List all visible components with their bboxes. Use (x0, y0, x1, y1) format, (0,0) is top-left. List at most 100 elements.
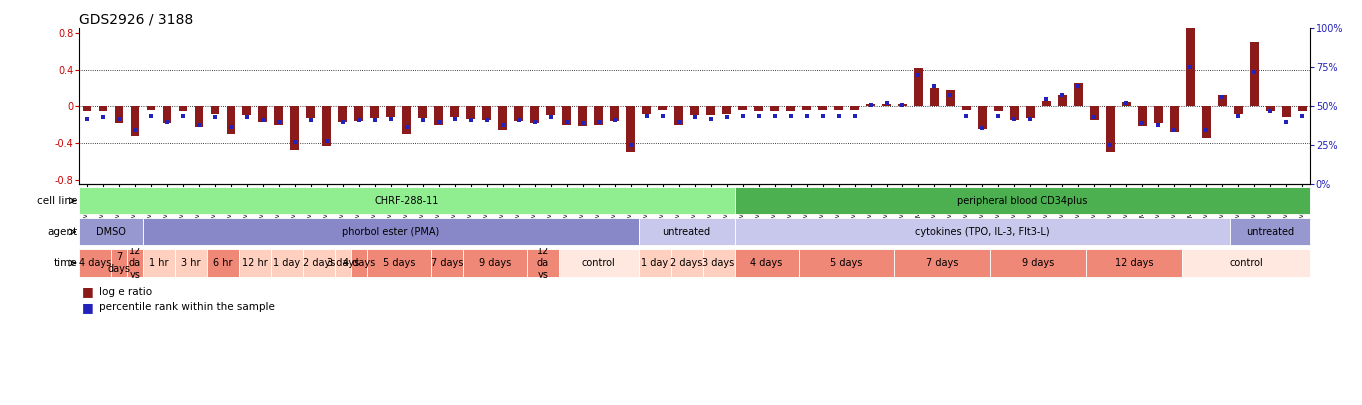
Bar (579, 107, 587, 126)
Bar (947, 90, 955, 107)
Text: phorbol ester (PMA): phorbol ester (PMA) (342, 227, 440, 237)
Bar (131, 107, 139, 136)
Bar (1218, 95, 1227, 107)
Text: 5 days: 5 days (383, 258, 415, 268)
Text: log e ratio: log e ratio (99, 287, 153, 297)
Text: GDS2926 / 3188: GDS2926 / 3188 (79, 12, 193, 26)
Bar (366, 249, 430, 277)
Bar (1154, 107, 1163, 123)
Text: cytokines (TPO, IL-3, Flt3-L): cytokines (TPO, IL-3, Flt3-L) (915, 227, 1050, 237)
Text: 2 days: 2 days (670, 258, 703, 268)
Bar (143, 249, 174, 277)
Bar (430, 249, 463, 277)
Bar (387, 107, 395, 117)
Text: ■: ■ (82, 301, 94, 314)
Bar (1182, 249, 1310, 277)
Bar (930, 88, 938, 107)
Bar (639, 218, 734, 245)
Bar (755, 107, 763, 111)
Bar (110, 249, 127, 277)
Bar (594, 107, 603, 125)
Text: DMSO: DMSO (97, 227, 125, 237)
Bar (738, 107, 746, 110)
Text: 1 day: 1 day (642, 258, 669, 268)
Bar (978, 107, 987, 129)
Text: 4 days: 4 days (79, 258, 112, 268)
Bar (786, 107, 795, 111)
Text: 9 days: 9 days (478, 258, 511, 268)
Bar (463, 249, 527, 277)
Bar (290, 107, 300, 150)
Bar (866, 104, 874, 107)
Bar (1137, 107, 1147, 126)
Bar (627, 107, 635, 152)
Bar (707, 107, 715, 115)
Text: 7 days: 7 days (430, 258, 463, 268)
Bar (418, 107, 428, 118)
Text: 5 days: 5 days (831, 258, 862, 268)
Bar (178, 107, 188, 111)
Bar (819, 107, 827, 110)
Text: agent: agent (48, 227, 78, 237)
Bar (147, 107, 155, 110)
Bar (610, 107, 620, 121)
Bar (734, 187, 1310, 214)
Bar (563, 107, 571, 125)
Bar (802, 107, 810, 110)
Bar (734, 218, 1230, 245)
Bar (1026, 107, 1035, 118)
Bar (1011, 107, 1019, 120)
Text: control: control (582, 258, 616, 268)
Bar (734, 249, 798, 277)
Bar (1087, 249, 1182, 277)
Bar (515, 107, 523, 121)
Bar (639, 249, 670, 277)
Bar (1201, 107, 1211, 139)
Text: ■: ■ (82, 286, 94, 298)
Bar (798, 249, 895, 277)
Bar (335, 249, 351, 277)
Bar (271, 249, 302, 277)
Text: 12 days: 12 days (1115, 258, 1154, 268)
Text: peripheral blood CD34plus: peripheral blood CD34plus (957, 196, 1088, 206)
Bar (1058, 95, 1066, 107)
Text: 7 days: 7 days (926, 258, 959, 268)
Bar (351, 249, 366, 277)
Bar (1042, 101, 1051, 107)
Bar (434, 107, 443, 125)
Bar (722, 107, 731, 114)
Bar (338, 107, 347, 122)
Text: 3 days: 3 days (327, 258, 360, 268)
Bar (994, 107, 1002, 111)
Bar (546, 107, 556, 115)
Bar (79, 187, 734, 214)
Bar (1250, 42, 1258, 107)
Bar (211, 107, 219, 114)
Bar (226, 107, 236, 134)
Bar (114, 107, 124, 123)
Bar (1230, 218, 1310, 245)
Text: 4 days: 4 days (343, 258, 375, 268)
Bar (1122, 102, 1130, 107)
Bar (354, 107, 364, 121)
Bar (174, 249, 207, 277)
Bar (370, 107, 379, 118)
Text: untreated: untreated (1246, 227, 1294, 237)
Text: 12
da
ys: 12 da ys (129, 247, 142, 279)
Text: cell line: cell line (37, 196, 78, 206)
Text: CHRF-288-11: CHRF-288-11 (375, 196, 439, 206)
Text: 1 hr: 1 hr (150, 258, 169, 268)
Bar (1090, 107, 1099, 120)
Bar (914, 68, 923, 107)
Text: 3 days: 3 days (703, 258, 734, 268)
Text: 3 hr: 3 hr (181, 258, 200, 268)
Bar (1282, 107, 1291, 117)
Bar (242, 107, 252, 115)
Bar (898, 104, 907, 107)
Text: time: time (53, 258, 78, 268)
Bar (207, 249, 238, 277)
Bar (1170, 107, 1178, 132)
Bar (259, 107, 267, 122)
Text: control: control (1230, 258, 1263, 268)
Text: 1 day: 1 day (274, 258, 301, 268)
